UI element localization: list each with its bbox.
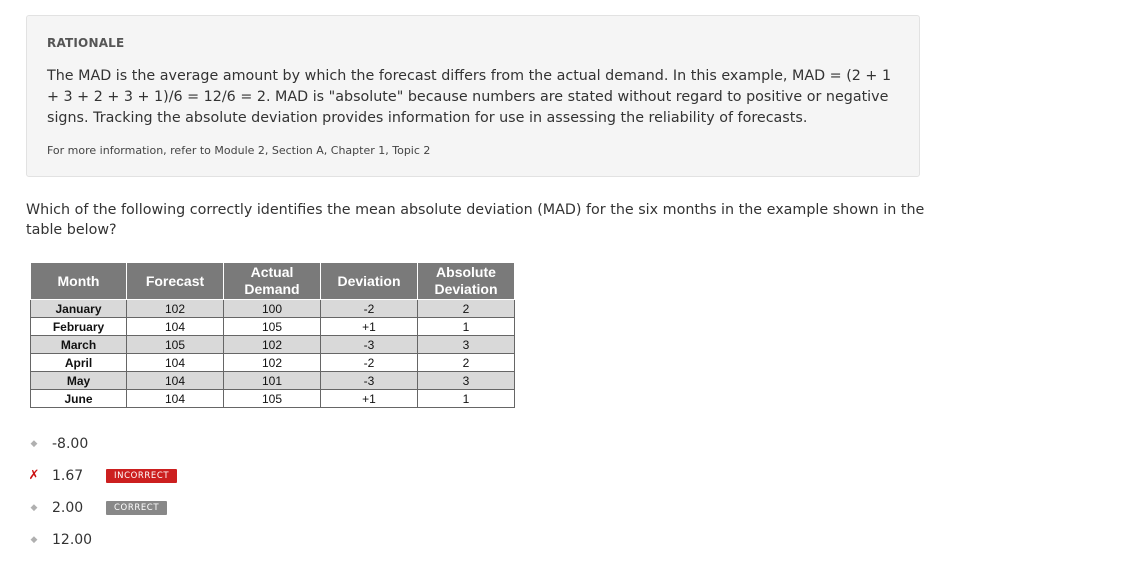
incorrect-badge: INCORRECT	[106, 469, 178, 483]
cell-deviation: +1	[320, 317, 418, 336]
cell-actual: 105	[223, 389, 321, 408]
cell-deviation: -3	[320, 371, 418, 390]
cell-deviation: -2	[320, 299, 418, 318]
cell-month: March	[30, 335, 127, 354]
cell-month: January	[30, 299, 127, 318]
cell-absolute: 2	[417, 353, 515, 372]
cell-month: April	[30, 353, 127, 372]
option-value: 2.00	[52, 500, 84, 516]
cell-forecast: 104	[126, 317, 224, 336]
diamond-icon: ◆	[30, 535, 38, 545]
rationale-body: The MAD is the average amount by which t…	[47, 68, 892, 126]
cell-deviation: +1	[320, 389, 418, 408]
cell-absolute: 3	[417, 335, 515, 354]
cell-deviation: -2	[320, 353, 418, 372]
table-row: April 104 102 -2 2	[30, 353, 515, 372]
option-value: 1.67	[52, 468, 84, 484]
table-header-row: Month Forecast Actual Demand Deviation A…	[30, 262, 515, 300]
x-mark-icon: ✗	[28, 468, 40, 483]
cell-actual: 101	[223, 371, 321, 390]
cell-forecast: 105	[126, 335, 224, 354]
table-row: May 104 101 -3 3	[30, 371, 515, 390]
cell-absolute: 2	[417, 299, 515, 318]
cell-actual: 100	[223, 299, 321, 318]
cell-absolute: 3	[417, 371, 515, 390]
correct-badge: CORRECT	[106, 501, 168, 515]
cell-actual: 102	[223, 353, 321, 372]
header-month: Month	[30, 262, 127, 300]
question-text: Which of the following correctly identif…	[26, 202, 925, 238]
table-row: June 104 105 +1 1	[30, 389, 515, 408]
header-deviation: Deviation	[320, 262, 418, 300]
table-row: February 104 105 +1 1	[30, 317, 515, 336]
rationale-title: RATIONALE	[47, 36, 125, 50]
cell-month: February	[30, 317, 127, 336]
cell-absolute: 1	[417, 389, 515, 408]
header-actual-demand: Actual Demand	[223, 262, 321, 300]
diamond-icon: ◆	[30, 439, 38, 449]
cell-forecast: 104	[126, 353, 224, 372]
cell-actual: 105	[223, 317, 321, 336]
cell-forecast: 104	[126, 389, 224, 408]
rationale-panel: RATIONALE The MAD is the average amount …	[26, 15, 920, 177]
diamond-icon: ◆	[30, 503, 38, 513]
option-value: 12.00	[52, 532, 93, 548]
table-row: January 102 100 -2 2	[30, 299, 515, 318]
cell-forecast: 102	[126, 299, 224, 318]
cell-month: May	[30, 371, 127, 390]
header-forecast: Forecast	[126, 262, 224, 300]
cell-month: June	[30, 389, 127, 408]
cell-forecast: 104	[126, 371, 224, 390]
forecast-table: Month Forecast Actual Demand Deviation A…	[30, 262, 515, 408]
option-value: -8.00	[52, 436, 89, 452]
cell-absolute: 1	[417, 317, 515, 336]
table-row: March 105 102 -3 3	[30, 335, 515, 354]
cell-actual: 102	[223, 335, 321, 354]
rationale-reference: For more information, refer to Module 2,…	[47, 144, 431, 157]
header-absolute-deviation: Absolute Deviation	[417, 262, 515, 300]
cell-deviation: -3	[320, 335, 418, 354]
